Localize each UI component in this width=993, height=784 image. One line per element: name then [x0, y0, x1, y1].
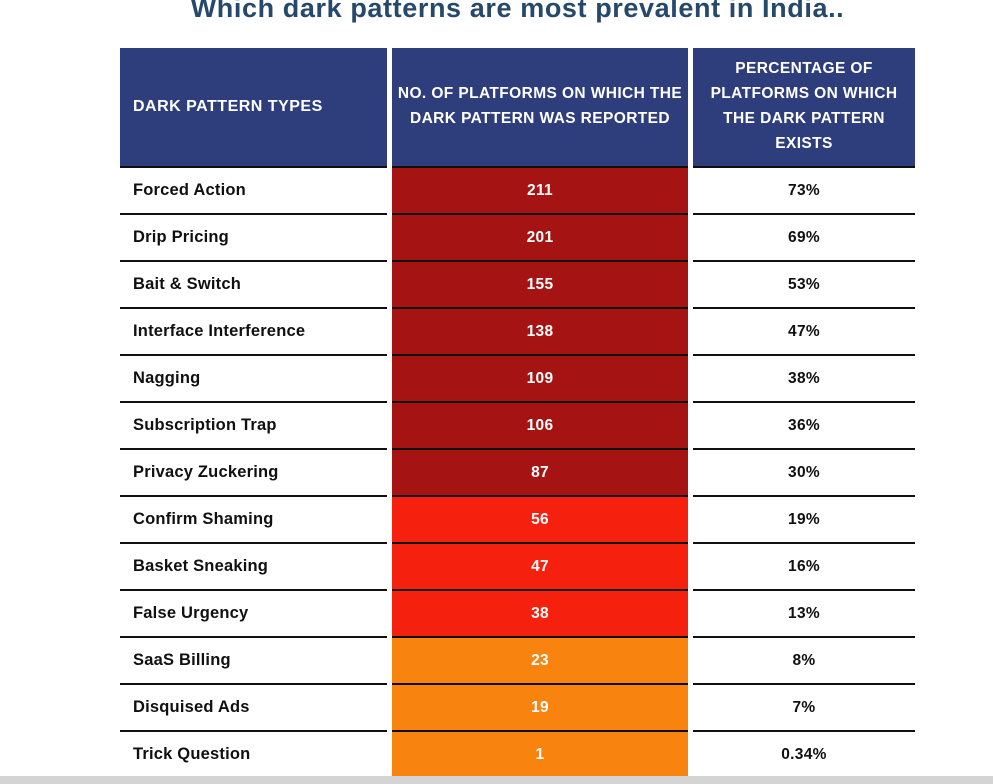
- table-row: Drip Pricing 201 69%: [120, 215, 915, 262]
- platform-count-cell: 56: [392, 497, 688, 544]
- table-row: Trick Question 1 0.34%: [120, 732, 915, 779]
- pattern-type-cell: Interface Interference: [120, 309, 387, 356]
- header-cell-platform-count: NO. OF PLATFORMS ON WHICH THE DARK PATTE…: [392, 48, 688, 168]
- pattern-type-cell: Trick Question: [120, 732, 387, 779]
- table-row: SaaS Billing 23 8%: [120, 638, 915, 685]
- table-body: Forced Action 211 73% Drip Pricing 201 69% Bai…: [120, 168, 915, 779]
- platform-count-cell: 19: [392, 685, 688, 732]
- header-cell-percentage: PERCENTAGE OF PLATFORMS ON WHICH THE DAR…: [693, 48, 915, 168]
- platform-count-cell: 38: [392, 591, 688, 638]
- table-row: Subscription Trap 106 36%: [120, 403, 915, 450]
- platform-count-cell: 109: [392, 356, 688, 403]
- percentage-cell: 38%: [693, 356, 915, 403]
- table-row: Nagging 109 38%: [120, 356, 915, 403]
- platform-count-cell: 155: [392, 262, 688, 309]
- pattern-type-cell: False Urgency: [120, 591, 387, 638]
- platform-count-cell: 1: [392, 732, 688, 779]
- percentage-cell: 36%: [693, 403, 915, 450]
- table-row: False Urgency 38 13%: [120, 591, 915, 638]
- pattern-type-cell: Bait & Switch: [120, 262, 387, 309]
- table-row: Basket Sneaking 47 16%: [120, 544, 915, 591]
- pattern-type-cell: Nagging: [120, 356, 387, 403]
- dark-patterns-table: DARK PATTERN TYPES NO. OF PLATFORMS ON W…: [120, 48, 915, 779]
- table-row: Interface Interference 138 47%: [120, 309, 915, 356]
- percentage-cell: 16%: [693, 544, 915, 591]
- table-row: Confirm Shaming 56 19%: [120, 497, 915, 544]
- platform-count-cell: 138: [392, 309, 688, 356]
- percentage-cell: 30%: [693, 450, 915, 497]
- percentage-cell: 0.34%: [693, 732, 915, 779]
- percentage-cell: 53%: [693, 262, 915, 309]
- table-row: Forced Action 211 73%: [120, 168, 915, 215]
- table-row: Privacy Zuckering 87 30%: [120, 450, 915, 497]
- percentage-cell: 47%: [693, 309, 915, 356]
- header-cell-pattern-types: DARK PATTERN TYPES: [120, 48, 387, 168]
- platform-count-cell: 23: [392, 638, 688, 685]
- pattern-type-cell: Drip Pricing: [120, 215, 387, 262]
- pattern-type-cell: SaaS Billing: [120, 638, 387, 685]
- pattern-type-cell: Privacy Zuckering: [120, 450, 387, 497]
- pattern-type-cell: Forced Action: [120, 168, 387, 215]
- platform-count-cell: 47: [392, 544, 688, 591]
- pattern-type-cell: Disquised Ads: [120, 685, 387, 732]
- pattern-type-cell: Confirm Shaming: [120, 497, 387, 544]
- percentage-cell: 69%: [693, 215, 915, 262]
- percentage-cell: 8%: [693, 638, 915, 685]
- platform-count-cell: 201: [392, 215, 688, 262]
- percentage-cell: 7%: [693, 685, 915, 732]
- platform-count-cell: 211: [392, 168, 688, 215]
- table-header-row: DARK PATTERN TYPES NO. OF PLATFORMS ON W…: [120, 48, 915, 168]
- percentage-cell: 13%: [693, 591, 915, 638]
- chart-title: Which dark patterns are most prevalent i…: [190, 0, 845, 23]
- table-row: Bait & Switch 155 53%: [120, 262, 915, 309]
- percentage-cell: 19%: [693, 497, 915, 544]
- pattern-type-cell: Subscription Trap: [120, 403, 387, 450]
- platform-count-cell: 87: [392, 450, 688, 497]
- table-row: Disquised Ads 19 7%: [120, 685, 915, 732]
- pattern-type-cell: Basket Sneaking: [120, 544, 387, 591]
- page-bottom-edge: [0, 776, 993, 784]
- percentage-cell: 73%: [693, 168, 915, 215]
- platform-count-cell: 106: [392, 403, 688, 450]
